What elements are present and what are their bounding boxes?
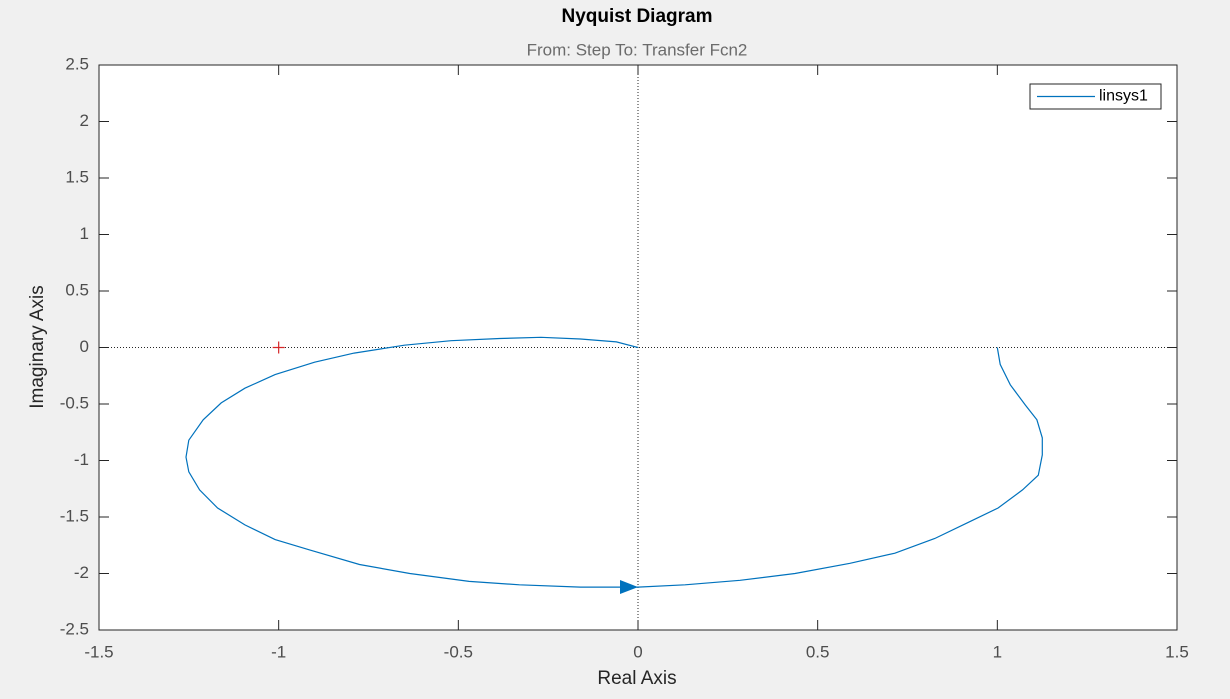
y-tick-label: -2 [74, 563, 89, 582]
y-tick-label: 2 [80, 111, 89, 130]
y-tick-label: 2.5 [65, 54, 89, 73]
y-axis-label: Imaginary Axis [27, 285, 48, 409]
series-line [185, 336, 1043, 588]
direction-arrow [620, 580, 638, 595]
legend: linsys1 [1029, 83, 1162, 110]
y-tick-label: -0.5 [60, 393, 89, 412]
y-tick-label: -1.5 [60, 506, 89, 525]
critical-point [272, 341, 285, 354]
y-tick-label: 1 [80, 224, 89, 243]
x-tick-label: -1.5 [84, 642, 113, 661]
x-axis-label: Real Axis [597, 668, 676, 689]
legend-label: linsys1 [1099, 88, 1148, 105]
x-tick-label: 1 [993, 642, 1002, 661]
x-tick-label: 0 [633, 642, 642, 661]
x-tick-label: -1 [271, 642, 286, 661]
y-tick-label: 0 [80, 337, 89, 356]
y-tick-label: 1.5 [65, 167, 89, 186]
x-tick-label: 0.5 [806, 642, 830, 661]
chart-subtitle: From: Step To: Transfer Fcn2 [527, 40, 748, 59]
x-tick-label: 1.5 [1165, 642, 1189, 661]
chart-title: Nyquist Diagram [562, 6, 713, 27]
y-tick-label: 0.5 [65, 280, 89, 299]
y-tick-label: -1 [74, 450, 89, 469]
y-tick-label: -2.5 [60, 619, 89, 638]
x-tick-label: -0.5 [444, 642, 473, 661]
